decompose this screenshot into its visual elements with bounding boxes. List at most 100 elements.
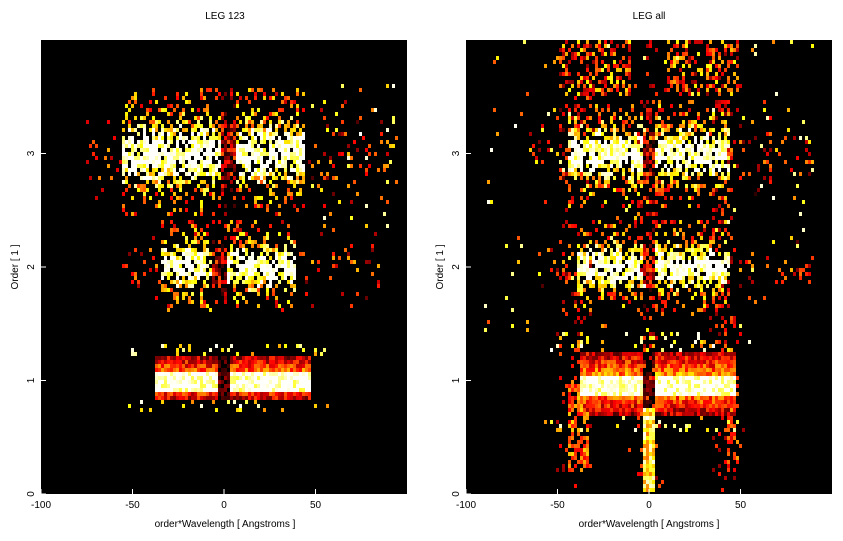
heatmap-cell: [571, 356, 574, 360]
heatmap-cell: [191, 292, 194, 296]
heatmap-cell: [622, 400, 625, 404]
heatmap-cell: [326, 124, 329, 128]
heatmap-cell: [673, 136, 676, 140]
heatmap-cell: [709, 364, 712, 368]
heatmap-cell: [541, 160, 544, 164]
heatmap-cell: [140, 188, 143, 192]
heatmap-cell: [206, 392, 209, 396]
heatmap-cell: [257, 128, 260, 132]
heatmap-cell: [622, 144, 625, 148]
heatmap-cell: [218, 388, 221, 392]
heatmap-cell: [574, 148, 577, 152]
heatmap-cell: [628, 132, 631, 136]
heatmap-cell: [685, 364, 688, 368]
heatmap-cell: [152, 144, 155, 148]
heatmap-cell: [529, 148, 532, 152]
chart-title: LEG all: [633, 11, 666, 22]
heatmap-cell: [685, 244, 688, 248]
heatmap-cell: [673, 256, 676, 260]
heatmap-cell: [571, 436, 574, 440]
heatmap-cell: [173, 396, 176, 400]
heatmap-cell: [601, 60, 604, 64]
heatmap-cell: [604, 64, 607, 68]
heatmap-cell: [622, 304, 625, 308]
heatmap-cell: [640, 144, 643, 148]
heatmap-cell: [667, 264, 670, 268]
heatmap-cell: [152, 160, 155, 164]
heatmap-cell: [200, 388, 203, 392]
heatmap-cell: [592, 388, 595, 392]
heatmap-cell: [646, 112, 649, 116]
heatmap-cell: [631, 108, 634, 112]
heatmap-cell: [188, 168, 191, 172]
heatmap-cell: [221, 184, 224, 188]
heatmap-cell: [715, 392, 718, 396]
heatmap-cell: [646, 416, 649, 420]
heatmap-cell: [688, 144, 691, 148]
heatmap-cell: [670, 372, 673, 376]
heatmap-cell: [694, 124, 697, 128]
heatmap-cell: [293, 284, 296, 288]
heatmap-cell: [637, 384, 640, 388]
heatmap-cell: [649, 332, 652, 336]
heatmap-cell: [562, 112, 565, 116]
heatmap-cell: [254, 400, 257, 404]
heatmap-cell: [586, 340, 589, 344]
heatmap-cell: [685, 136, 688, 140]
heatmap-cell: [622, 232, 625, 236]
heatmap-cell: [652, 136, 655, 140]
heatmap-cell: [257, 304, 260, 308]
heatmap-cell: [571, 456, 574, 460]
heatmap-cell: [299, 160, 302, 164]
heatmap-cell: [601, 48, 604, 52]
heatmap-cell: [194, 372, 197, 376]
heatmap-cell: [709, 344, 712, 348]
heatmap-cell: [302, 392, 305, 396]
heatmap-cell: [580, 360, 583, 364]
heatmap-cell: [649, 424, 652, 428]
heatmap-cell: [254, 264, 257, 268]
heatmap-cell: [697, 372, 700, 376]
heatmap-cell: [194, 260, 197, 264]
heatmap-cell: [194, 364, 197, 368]
heatmap-cell: [577, 400, 580, 404]
heatmap-cell: [95, 144, 98, 148]
heatmap-cell: [589, 400, 592, 404]
heatmap-cell: [658, 248, 661, 252]
heatmap-cell: [185, 208, 188, 212]
heatmap-cell: [679, 396, 682, 400]
heatmap-cell: [353, 140, 356, 144]
heatmap-cell: [583, 172, 586, 176]
heatmap-cell: [604, 84, 607, 88]
heatmap-cell: [676, 268, 679, 272]
heatmap-cell: [299, 188, 302, 192]
heatmap-cell: [655, 188, 658, 192]
heatmap-cell: [646, 44, 649, 48]
heatmap-cell: [637, 268, 640, 272]
heatmap-cell: [691, 124, 694, 128]
heatmap-cell: [296, 376, 299, 380]
heatmap-cell: [640, 260, 643, 264]
heatmap-cell: [640, 380, 643, 384]
heatmap-cell: [263, 396, 266, 400]
heatmap-cell: [670, 256, 673, 260]
heatmap-cell: [607, 368, 610, 372]
heatmap-cell: [179, 344, 182, 348]
heatmap-cell: [281, 152, 284, 156]
heatmap-cell: [176, 144, 179, 148]
heatmap-cell: [619, 276, 622, 280]
heatmap-cell: [224, 152, 227, 156]
heatmap-cell: [239, 276, 242, 280]
heatmap-cell: [170, 280, 173, 284]
heatmap-cell: [131, 168, 134, 172]
heatmap-cell: [149, 128, 152, 132]
heatmap-cell: [158, 392, 161, 396]
heatmap-cell: [607, 148, 610, 152]
heatmap-cell: [673, 56, 676, 60]
heatmap-cell: [245, 164, 248, 168]
heatmap-cell: [601, 256, 604, 260]
heatmap-cell: [589, 96, 592, 100]
heatmap-cell: [149, 108, 152, 112]
heatmap-cell: [586, 244, 589, 248]
heatmap-cell: [299, 168, 302, 172]
